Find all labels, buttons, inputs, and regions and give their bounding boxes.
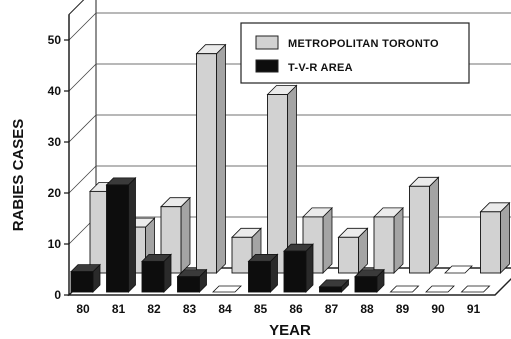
legend-label-metropolitan-toronto: METROPOLITAN TORONTO (288, 38, 439, 50)
y-axis-title: RABIES CASES (10, 119, 27, 232)
x-tick-label-91: 91 (467, 302, 481, 316)
legend: METROPOLITAN TORONTO T-V-R AREA (241, 23, 469, 83)
legend-swatch-tvr-area (256, 60, 278, 72)
bar-metropolitan-toronto-91 (481, 203, 510, 273)
y-tick-label-0: 0 (54, 288, 61, 302)
x-tick-label-88: 88 (360, 302, 374, 316)
bar-t-v-r-area-82 (142, 254, 171, 292)
bar-t-v-r-area-80 (71, 265, 100, 292)
x-tick-label-89: 89 (396, 302, 410, 316)
bar-t-v-r-area-86 (284, 244, 313, 292)
bar-t-v-r-area-88 (355, 270, 384, 292)
x-tick-label-81: 81 (112, 302, 126, 316)
y-tick-label-40: 40 (48, 84, 62, 98)
bar-metropolitan-toronto-89 (410, 177, 439, 273)
x-axis-title: YEAR (269, 322, 311, 339)
bar-metropolitan-toronto-88 (374, 208, 403, 273)
y-tick-label-30: 30 (48, 135, 62, 149)
y-tick-label-20: 20 (48, 186, 62, 200)
bar-metropolitan-toronto-87 (339, 228, 368, 273)
bar-t-v-r-area-81 (107, 178, 136, 292)
x-tick-label-87: 87 (325, 302, 339, 316)
x-tick-label-86: 86 (289, 302, 303, 316)
x-tick-label-84: 84 (218, 302, 232, 316)
x-tick-label-80: 80 (76, 302, 90, 316)
bar-t-v-r-area-85 (249, 254, 278, 292)
x-tick-label-90: 90 (431, 302, 445, 316)
y-tick-label-10: 10 (48, 237, 62, 251)
x-tick-label-85: 85 (254, 302, 268, 316)
y-tick-label-50: 50 (48, 33, 62, 47)
legend-label-tvr-area: T-V-R AREA (288, 62, 353, 74)
legend-box (241, 23, 469, 83)
bar-metropolitan-toronto-83 (197, 45, 226, 273)
bar-t-v-r-area-83 (178, 270, 207, 292)
legend-swatch-metropolitan-toronto (256, 36, 278, 49)
x-tick-label-83: 83 (183, 302, 197, 316)
x-tick-label-82: 82 (147, 302, 161, 316)
